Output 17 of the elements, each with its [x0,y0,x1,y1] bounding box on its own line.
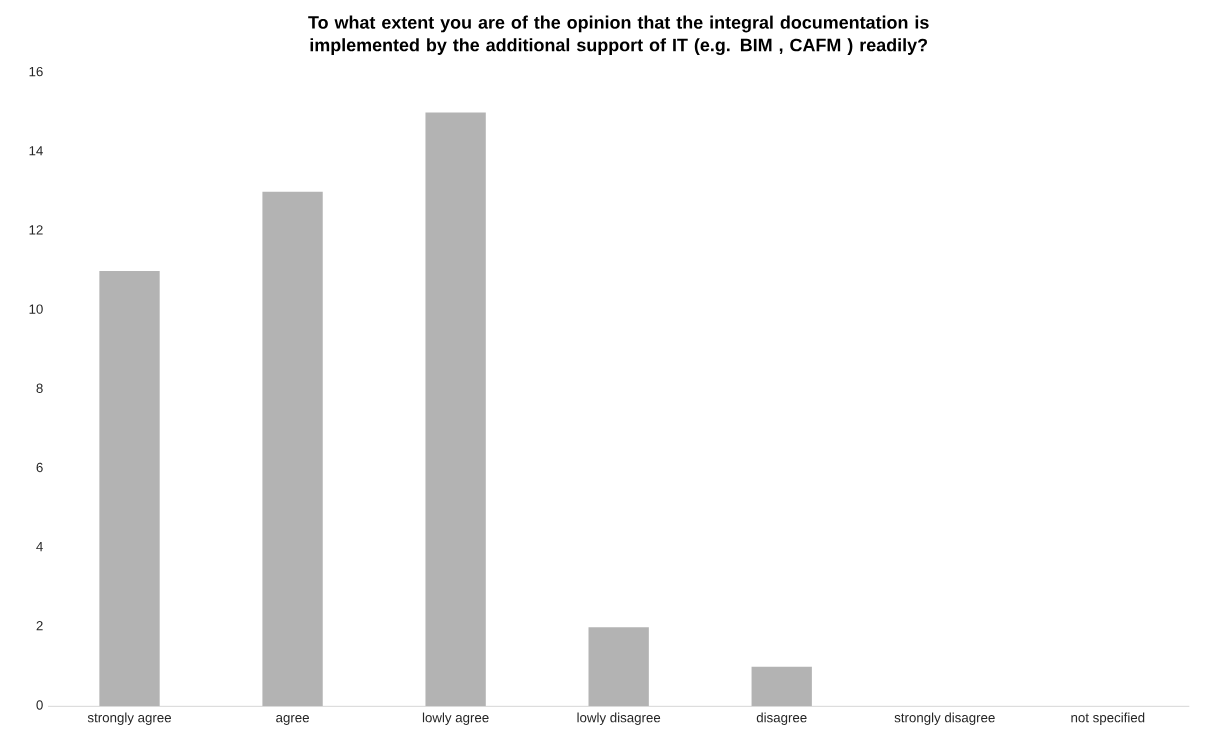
y-tick-label: 8 [36,383,43,393]
y-tick-label: 6 [36,462,43,473]
y-tick-label: 16 [29,66,43,77]
y-tick-label: 10 [29,304,43,314]
chart-title: To what extent you are of the opinion that the integral documentation is implemented by the additional support of IT (e.g. BIM , CAFM ) readily? [308,15,929,55]
x-tick-label: lowly disagree [577,712,661,725]
x-tick-label: agree [276,715,309,725]
x-tick-label: strongly agree [87,712,171,725]
y-tick-label: 2 [36,621,43,631]
x-tick-label: lowly agree [422,712,489,725]
x-tick-label: strongly disagree [894,712,995,725]
x-tick-label: disagree [756,712,807,725]
x-tick-label: not specified [1071,712,1145,725]
y-tick-label: 4 [36,542,43,552]
y-tick-label: 14 [29,146,43,156]
y-tick-label: 12 [29,225,43,235]
y-tick-label: 0 [36,700,43,710]
